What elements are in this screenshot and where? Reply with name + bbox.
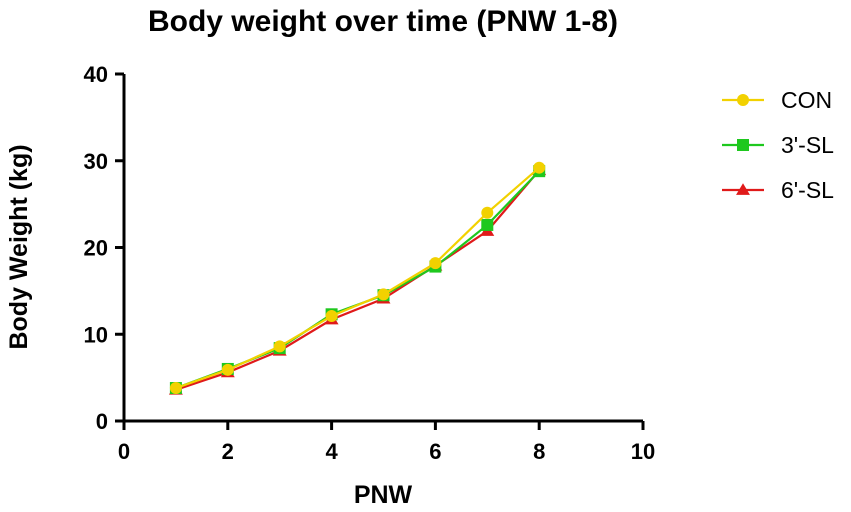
- data-point: [273, 340, 286, 353]
- x-tick-label: 8: [533, 439, 545, 464]
- legend-marker: [737, 139, 749, 151]
- x-tick-label: 10: [631, 439, 655, 464]
- data-point: [533, 161, 546, 174]
- legend-label: 3'-SL: [781, 132, 834, 158]
- legend-item: CON: [722, 87, 832, 113]
- series-1: [169, 165, 546, 395]
- legend-marker: [737, 94, 749, 106]
- ticks: 0 2 4 6 8 10 0 10 20 30 40: [84, 62, 656, 464]
- x-tick-label: 2: [222, 439, 234, 464]
- y-axis-label: Body Weight (kg): [5, 144, 33, 349]
- axes: [122, 74, 643, 423]
- legend-label: 6'-SL: [781, 177, 834, 203]
- legend-label: CON: [781, 87, 832, 113]
- data-point: [481, 206, 494, 219]
- data-point: [429, 257, 442, 270]
- data-point: [221, 363, 234, 376]
- series-line: [175, 170, 540, 390]
- data-point: [325, 310, 338, 323]
- legend: CON 3'-SL 6'-SL: [722, 87, 834, 203]
- x-tick-label: 0: [118, 439, 130, 464]
- y-tick-label: 30: [84, 149, 108, 174]
- y-tick-label: 0: [96, 409, 108, 434]
- y-tick-label: 10: [84, 322, 108, 347]
- y-tick-label: 40: [84, 62, 108, 87]
- data-point: [169, 382, 182, 395]
- series-line: [175, 169, 541, 391]
- y-tick-label: 20: [84, 236, 108, 261]
- series-line: [175, 166, 540, 390]
- x-axis-label: PNW: [354, 481, 413, 509]
- series-layer: [168, 161, 547, 395]
- data-point: [481, 218, 494, 231]
- data-point: [377, 288, 390, 301]
- x-tick-label: 4: [325, 439, 338, 464]
- legend-item: 6'-SL: [722, 177, 834, 203]
- series-2: [168, 163, 547, 395]
- series-0: [169, 161, 546, 395]
- legend-marker: [736, 183, 750, 195]
- chart-title: Body weight over time (PNW 1-8): [148, 5, 618, 38]
- legend-item: 3'-SL: [722, 132, 834, 158]
- x-tick-label: 6: [429, 439, 441, 464]
